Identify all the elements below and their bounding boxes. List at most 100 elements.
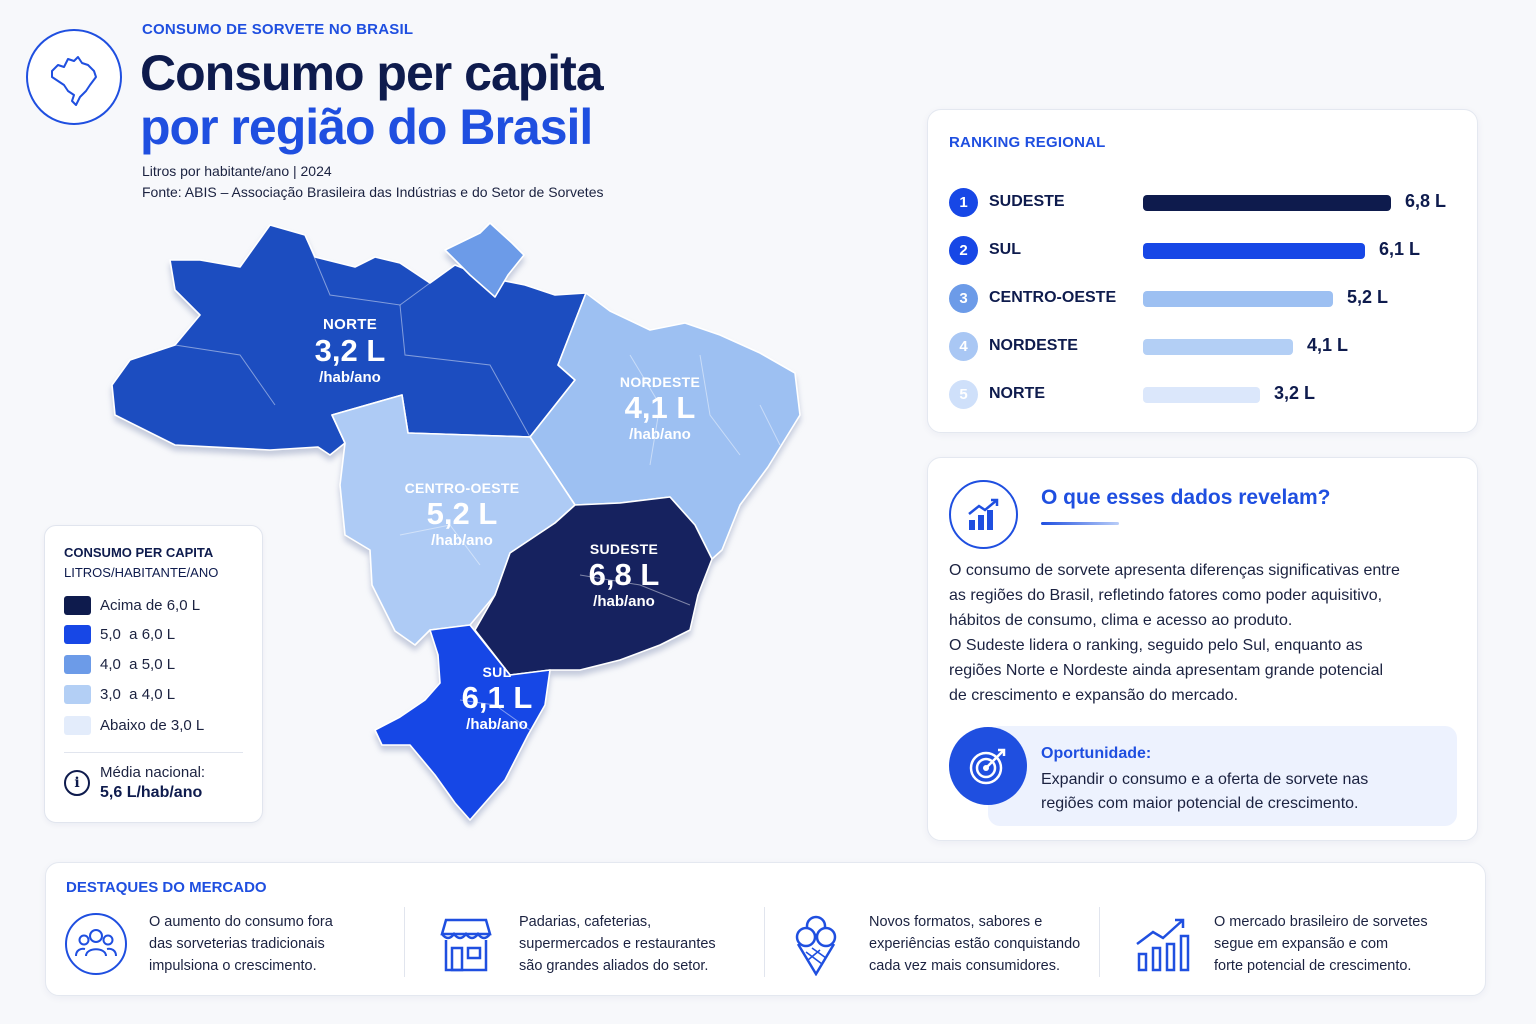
- divider: [1099, 907, 1100, 977]
- insight-paragraph: O consumo de sorvete apresenta diferença…: [949, 558, 1449, 708]
- title-underline: [1041, 522, 1119, 525]
- rank-bar: [1143, 339, 1293, 355]
- brazil-logo-badge: [26, 29, 122, 125]
- rank-bar: [1143, 195, 1391, 211]
- legend-label: 4,0 a 5,0 L: [100, 656, 176, 673]
- highlight-item: O aumento do consumo fora das sorveteria…: [61, 907, 333, 981]
- highlight-line: forte potencial de crescimento.: [1214, 958, 1412, 974]
- legend-label: 5,0 a 6,0 L: [100, 626, 176, 643]
- insight-line: regiões Norte e Nordeste ainda apresenta…: [949, 662, 1384, 679]
- highlight-line: experiências estão conquistando: [869, 936, 1081, 952]
- legend-item: Abaixo de 3,0 L: [64, 716, 204, 735]
- opportunity-line: regiões com maior potencial de crescimen…: [1041, 795, 1359, 812]
- legend-subtitle: LITROS/HABITANTE/ANO: [64, 565, 219, 580]
- legend-item: 3,0 a 4,0 L: [64, 685, 175, 704]
- insight-card: O que esses dados revelam? O consumo de …: [927, 457, 1478, 841]
- insight-line: de crescimento e expansão do mercado.: [949, 687, 1239, 704]
- highlight-line: O mercado brasileiro de sorvetes: [1214, 914, 1428, 930]
- rank-bar: [1143, 243, 1365, 259]
- highlight-item: Novos formatos, sabores e experiências e…: [781, 907, 1080, 981]
- highlight-item: Padarias, cafeterias, supermercados e re…: [431, 907, 716, 981]
- average-label: Média nacional:: [100, 764, 206, 781]
- ice-cream-icon: [781, 909, 851, 979]
- average-value: 5,6 L/hab/ano: [100, 784, 203, 801]
- highlight-line: Novos formatos, sabores e: [869, 914, 1043, 930]
- region-unit: /hab/ano: [629, 426, 691, 443]
- rank-badge: 2: [949, 236, 978, 265]
- highlight-line: Padarias, cafeterias,: [519, 914, 652, 930]
- page-title-line2: por região do Brasil: [140, 99, 593, 155]
- brazil-map-icon: [51, 56, 97, 106]
- info-icon: i: [64, 770, 90, 796]
- rank-value: 3,2 L: [1274, 383, 1316, 403]
- highlight-line: das sorveterias tradicionais: [149, 936, 325, 952]
- rank-region-name: NORDESTE: [989, 337, 1078, 354]
- highlights-title: DESTAQUES DO MERCADO: [66, 879, 267, 896]
- legend-swatch: [64, 596, 91, 615]
- legend-item: 5,0 a 6,0 L: [64, 625, 175, 644]
- legend-title: CONSUMO PER CAPITA: [64, 545, 214, 560]
- highlight-line: O aumento do consumo fora: [149, 914, 333, 930]
- brazil-region-map: [111, 222, 801, 821]
- ranking-row: 3 CENTRO-OESTE 5,2 L: [949, 284, 1469, 314]
- opportunity-box: [988, 726, 1457, 826]
- rank-value: 6,8 L: [1405, 191, 1447, 211]
- legend-label: Abaixo de 3,0 L: [100, 717, 205, 734]
- ranking-row: 1 SUDESTE 6,8 L: [949, 188, 1469, 218]
- legend-swatch: [64, 655, 91, 674]
- region-value: 5,2 L: [426, 496, 498, 531]
- region-sudeste[interactable]: [474, 496, 713, 676]
- region-sul[interactable]: [374, 624, 551, 821]
- rank-badge: 1: [949, 188, 978, 217]
- region-unit: /hab/ano: [319, 369, 381, 386]
- map-legend: CONSUMO PER CAPITA LITROS/HABITANTE/ANO …: [44, 525, 263, 823]
- region-name: CENTRO-OESTE: [404, 480, 520, 496]
- label-centro-oeste: CENTRO-OESTE 5,2 L /hab/ano: [390, 480, 534, 549]
- highlight-item: O mercado brasileiro de sorvetes segue e…: [1126, 907, 1428, 981]
- divider: [404, 907, 405, 977]
- region-name: NORDESTE: [619, 374, 701, 390]
- legend-item: 4,0 a 5,0 L: [64, 655, 175, 674]
- growth-chart-icon: [1126, 909, 1196, 979]
- region-value: 6,8 L: [588, 557, 660, 592]
- ranking-card: RANKING REGIONAL 1 SUDESTE 6,8 L 2 SUL 6,1 L 3…: [927, 109, 1478, 433]
- insight-line: O Sudeste lidera o ranking, seguido pelo…: [949, 637, 1363, 654]
- label-sul: SUL 6,1 L /hab/ano: [437, 664, 557, 733]
- label-sudeste: SUDESTE 6,8 L /hab/ano: [564, 541, 684, 610]
- rank-badge: 5: [949, 380, 978, 409]
- legend-item: Acima de 6,0 L: [64, 596, 200, 615]
- opportunity-line: Expandir o consumo e a oferta de sorvete…: [1041, 771, 1369, 788]
- insight-line: hábitos de consumo, clima e acesso ao pr…: [949, 612, 1293, 629]
- region-value: 3,2 L: [314, 333, 386, 368]
- legend-label: 3,0 a 4,0 L: [100, 686, 176, 703]
- region-unit: /hab/ano: [466, 716, 528, 733]
- rank-region-name: SUDESTE: [989, 193, 1065, 210]
- region-name: SUDESTE: [589, 541, 659, 557]
- legend-swatch: [64, 716, 91, 735]
- insight-line: O consumo de sorvete apresenta diferença…: [949, 562, 1400, 579]
- highlight-line: cada vez mais consumidores.: [869, 958, 1060, 974]
- source-note: Fonte: ABIS – Associação Brasileira das …: [142, 184, 604, 200]
- insight-title: O que esses dados revelam?: [1041, 486, 1331, 509]
- target-icon: [949, 727, 1027, 805]
- rank-region-name: NORTE: [989, 385, 1045, 402]
- insight-line: as regiões do Brasil, refletindo fatores…: [949, 587, 1383, 604]
- state-borders: [174, 234, 781, 731]
- subtitle: Litros por habitante/ano | 2024: [142, 163, 332, 179]
- ranking-row: 2 SUL 6,1 L: [949, 236, 1469, 266]
- region-amapa: [444, 222, 525, 298]
- rank-value: 5,2 L: [1347, 287, 1389, 307]
- region-unit: /hab/ano: [431, 532, 493, 549]
- people-icon: [61, 909, 131, 979]
- rank-region-name: SUL: [989, 241, 1021, 258]
- highlight-line: segue em expansão e com: [1214, 936, 1389, 952]
- opportunity-title: Oportunidade:: [1041, 745, 1152, 762]
- national-average: i Média nacional: 5,6 L/hab/ano: [64, 764, 205, 802]
- label-nordeste: NORDESTE 4,1 L /hab/ano: [595, 374, 725, 443]
- region-name: SUL: [482, 664, 512, 680]
- kicker: CONSUMO DE SORVETE NO BRASIL: [142, 21, 414, 38]
- rank-region-name: CENTRO-OESTE: [989, 289, 1117, 306]
- legend-swatch: [64, 625, 91, 644]
- ranking-row: 5 NORTE 3,2 L: [949, 380, 1469, 410]
- highlight-line: impulsiona o crescimento.: [149, 958, 317, 974]
